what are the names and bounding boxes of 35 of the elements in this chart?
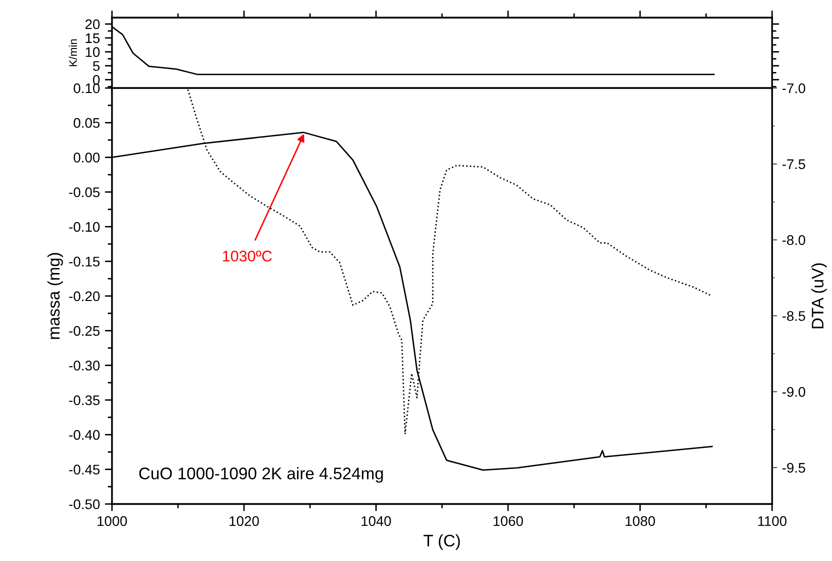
x-tick-label: 1000 <box>98 516 127 526</box>
y-tick-label: -0.20 <box>69 291 100 302</box>
y-tick-label: -0.15 <box>69 256 100 267</box>
x-tick-label: 1020 <box>230 516 259 526</box>
y2-tick-label: -8.0 <box>782 235 806 246</box>
y2-axis-title: DTA (uV) <box>811 263 827 328</box>
y-tick-label: -0.40 <box>69 430 100 440</box>
annotation: 1030ºC <box>223 250 272 262</box>
y-tick-label: -0.30 <box>69 360 100 371</box>
y2-tick-label: -9.0 <box>782 386 806 397</box>
y2-tick-label: -7.5 <box>782 159 806 170</box>
y-tick-label: -0.35 <box>69 395 100 406</box>
annotation: CuO 1000-1090 2K aire 4.524mg <box>139 467 383 483</box>
y2-tick-label: -7.0 <box>782 83 806 94</box>
y-tick-label: 0.00 <box>74 152 100 163</box>
y-tick-label: -0.25 <box>69 326 100 336</box>
x-tick-label: 1080 <box>626 516 655 526</box>
y-tick-label: 20 <box>85 19 100 30</box>
y-tick-label: 0.10 <box>74 83 100 94</box>
x-tick-label: 1040 <box>362 516 391 526</box>
y-tick-label: -0.05 <box>69 187 100 198</box>
y-tick-label: 15 <box>86 33 100 44</box>
y-axis-title: K/min <box>68 39 77 66</box>
y-tick-label: -0.50 <box>69 499 100 510</box>
x-tick-label: 1060 <box>494 516 523 526</box>
y-tick-label: -0.10 <box>69 222 100 232</box>
x-tick-label: 1100 <box>758 516 786 526</box>
y2-tick-label: -9.5 <box>782 462 806 473</box>
y-axis-title: massa (mg) <box>47 253 63 339</box>
y-tick-label: 10 <box>86 47 100 58</box>
y2-tick-label: -8.5 <box>782 311 806 321</box>
y-tick-label: -0.45 <box>69 464 100 475</box>
y-tick-label: 5 <box>93 61 100 71</box>
x-axis-title: T (C) <box>424 534 460 550</box>
y-tick-label: 0.05 <box>74 118 100 128</box>
